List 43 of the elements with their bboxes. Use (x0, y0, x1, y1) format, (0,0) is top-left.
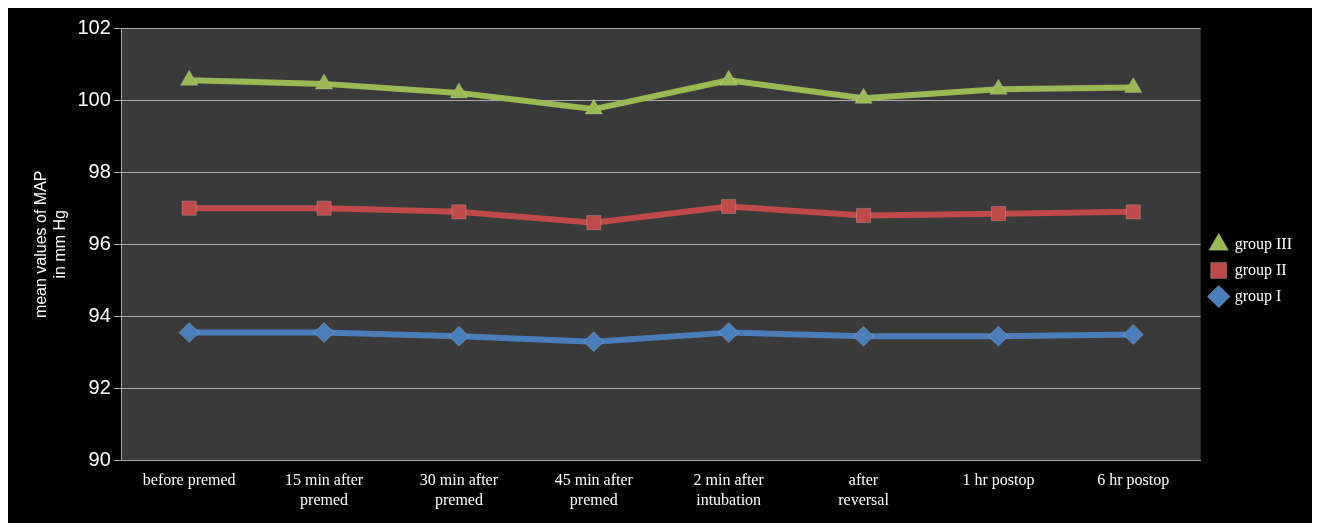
point (1122, 323, 1144, 345)
point (449, 82, 469, 99)
point (718, 322, 740, 344)
y-tick-label: 96 (88, 231, 111, 254)
point (586, 215, 602, 231)
point (314, 73, 334, 90)
y-tick-label: 102 (77, 15, 111, 38)
point (584, 98, 603, 115)
point (987, 325, 1009, 347)
y-tick-label: 94 (88, 303, 111, 326)
point (448, 325, 470, 347)
point (719, 69, 738, 86)
x-tick-label: 6 hr postop (1097, 471, 1170, 490)
x-tick-label: before premed (142, 471, 236, 490)
point (721, 198, 737, 215)
x-tick-label: 30 min after premed (419, 471, 499, 509)
point (855, 207, 872, 224)
point (990, 206, 1006, 222)
point (1125, 204, 1141, 220)
y-tick-label: 90 (88, 448, 111, 471)
x-tick-label: 15 min after premed (284, 471, 364, 509)
legend-label: group I (1234, 286, 1282, 305)
y-axis-title: mean values of MAP in mm Hg (32, 170, 69, 319)
point (989, 78, 1008, 95)
point (853, 325, 875, 347)
point (180, 69, 199, 86)
x-tick-label: 1 hr postop (962, 471, 1035, 490)
point (316, 200, 332, 216)
y-tick-label: 98 (88, 159, 111, 182)
y-tick-label: 92 (88, 376, 111, 399)
legend-label: group III (1234, 234, 1292, 253)
point (1124, 76, 1143, 93)
x-tick-label: 2 min after intubation (693, 471, 765, 508)
point (178, 322, 200, 344)
y-tick-label: 100 (77, 87, 111, 110)
legend-label: group II (1234, 260, 1287, 279)
point (583, 331, 605, 353)
point (451, 204, 467, 220)
point (181, 200, 197, 216)
x-tick-label: after reversal (838, 471, 890, 508)
point (854, 87, 873, 104)
point (313, 322, 335, 344)
x-tick-label: 45 min after premed (554, 471, 634, 509)
